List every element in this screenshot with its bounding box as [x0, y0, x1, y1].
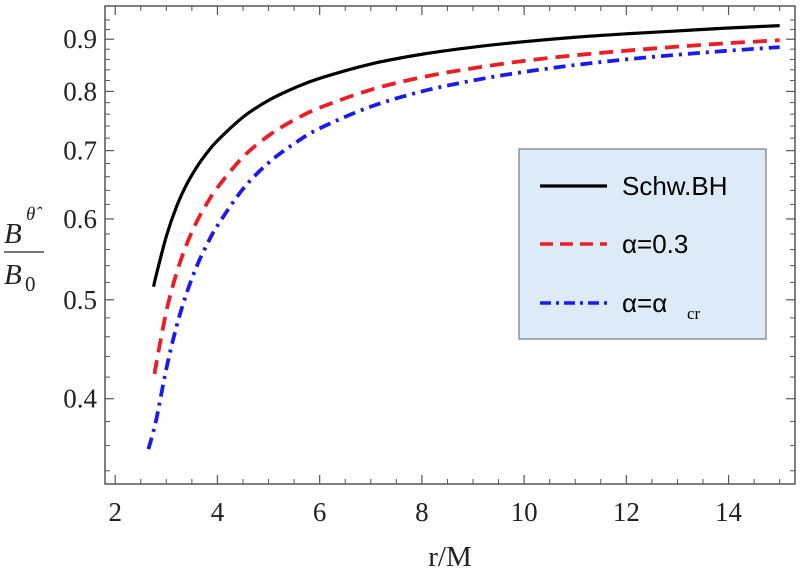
legend-label-alpha-cr-sub: cr — [687, 304, 701, 323]
y-axis-numerator: B — [4, 218, 22, 250]
series-line-1 — [152, 38, 780, 375]
legend-label-alpha-0.3: α=0.3 — [622, 229, 688, 259]
x-tick-label: 10 — [511, 497, 538, 527]
x-tick-label: 4 — [211, 497, 225, 527]
y-axis-numerator-sup: θ̂ — [26, 204, 43, 225]
x-axis-ticks: 2 4 6 8 10 12 14 — [108, 6, 781, 527]
y-axis-denominator: B — [4, 259, 22, 291]
y-tick-label: 0.4 — [63, 384, 97, 414]
x-tick-label: 8 — [415, 497, 429, 527]
legend-item-schw: Schw.BH — [540, 171, 728, 201]
legend-label-alpha-cr: α=α — [622, 288, 667, 318]
series-lines — [146, 24, 780, 450]
y-axis-denominator-sub: 0 — [25, 272, 36, 296]
legend-label-schw: Schw.BH — [622, 171, 728, 201]
x-tick-label: 2 — [108, 497, 122, 527]
y-axis-ticks: 0.4 0.5 0.6 0.7 0.8 0.9 — [63, 19, 795, 472]
y-tick-label: 0.8 — [63, 76, 97, 106]
y-axis-title: B θ̂ B 0 — [4, 204, 44, 296]
series-line-2 — [146, 45, 780, 450]
y-tick-label: 0.9 — [63, 24, 97, 54]
legend-item-alpha-cr: α=α cr — [540, 288, 701, 323]
y-tick-label: 0.6 — [63, 204, 97, 234]
legend: Schw.BH α=0.3 α=α cr — [518, 148, 767, 340]
y-tick-label: 0.7 — [63, 136, 97, 166]
y-tick-label: 0.5 — [63, 285, 97, 315]
legend-item-alpha-0.3: α=0.3 — [540, 229, 688, 259]
x-tick-label: 14 — [715, 497, 743, 527]
series-line-0 — [151, 24, 780, 288]
plot-frame — [104, 5, 796, 485]
x-tick-label: 6 — [313, 497, 327, 527]
x-axis-title: r/M — [428, 541, 472, 573]
x-tick-label: 12 — [613, 497, 640, 527]
